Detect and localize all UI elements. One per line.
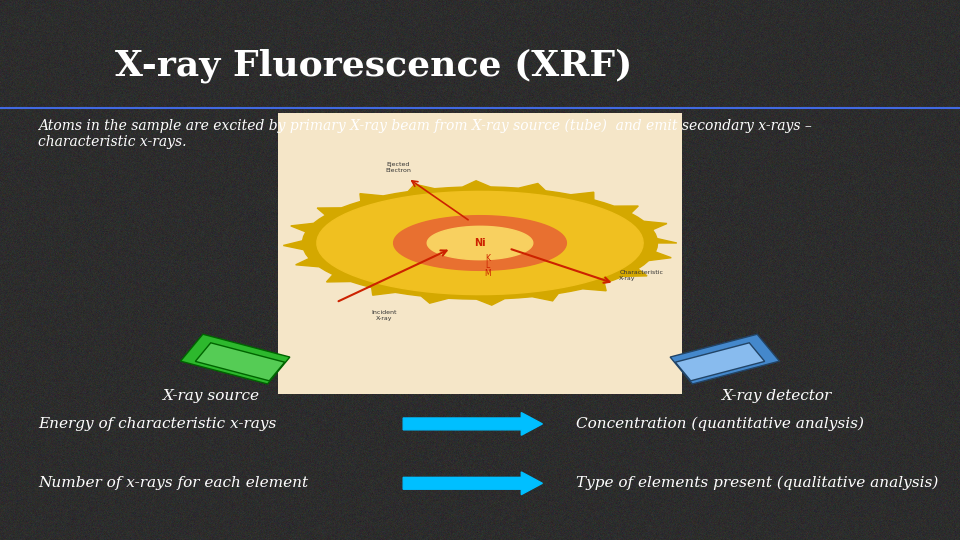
FancyArrow shape	[403, 413, 542, 435]
Text: Number of x-rays for each element: Number of x-rays for each element	[38, 476, 308, 490]
Text: Energy of characteristic x-rays: Energy of characteristic x-rays	[38, 417, 276, 431]
Text: L: L	[486, 261, 490, 270]
Text: Incident
X-ray: Incident X-ray	[372, 310, 396, 321]
Text: Type of elements present (qualitative analysis): Type of elements present (qualitative an…	[576, 476, 938, 490]
Text: K: K	[485, 254, 491, 262]
Text: Characteristic
X-ray: Characteristic X-ray	[619, 270, 663, 281]
Text: Concentration (quantitative analysis): Concentration (quantitative analysis)	[576, 417, 864, 431]
Polygon shape	[675, 343, 765, 381]
Polygon shape	[283, 181, 677, 305]
Text: X-ray Fluorescence (XRF): X-ray Fluorescence (XRF)	[115, 49, 633, 83]
Polygon shape	[394, 215, 566, 271]
Polygon shape	[670, 334, 780, 384]
Text: Ni: Ni	[474, 238, 486, 248]
Polygon shape	[317, 191, 643, 295]
Text: X-ray detector: X-ray detector	[723, 389, 832, 403]
Polygon shape	[195, 343, 285, 381]
Text: M: M	[485, 269, 491, 278]
Text: Atoms in the sample are excited by primary X-ray beam from X-ray source (tube)  : Atoms in the sample are excited by prima…	[38, 119, 812, 150]
Polygon shape	[180, 334, 290, 384]
FancyBboxPatch shape	[278, 113, 682, 394]
Text: X-ray source: X-ray source	[162, 389, 260, 403]
Polygon shape	[427, 226, 533, 260]
FancyArrow shape	[403, 472, 542, 495]
Text: Ejected
Electron: Ejected Electron	[386, 162, 411, 173]
